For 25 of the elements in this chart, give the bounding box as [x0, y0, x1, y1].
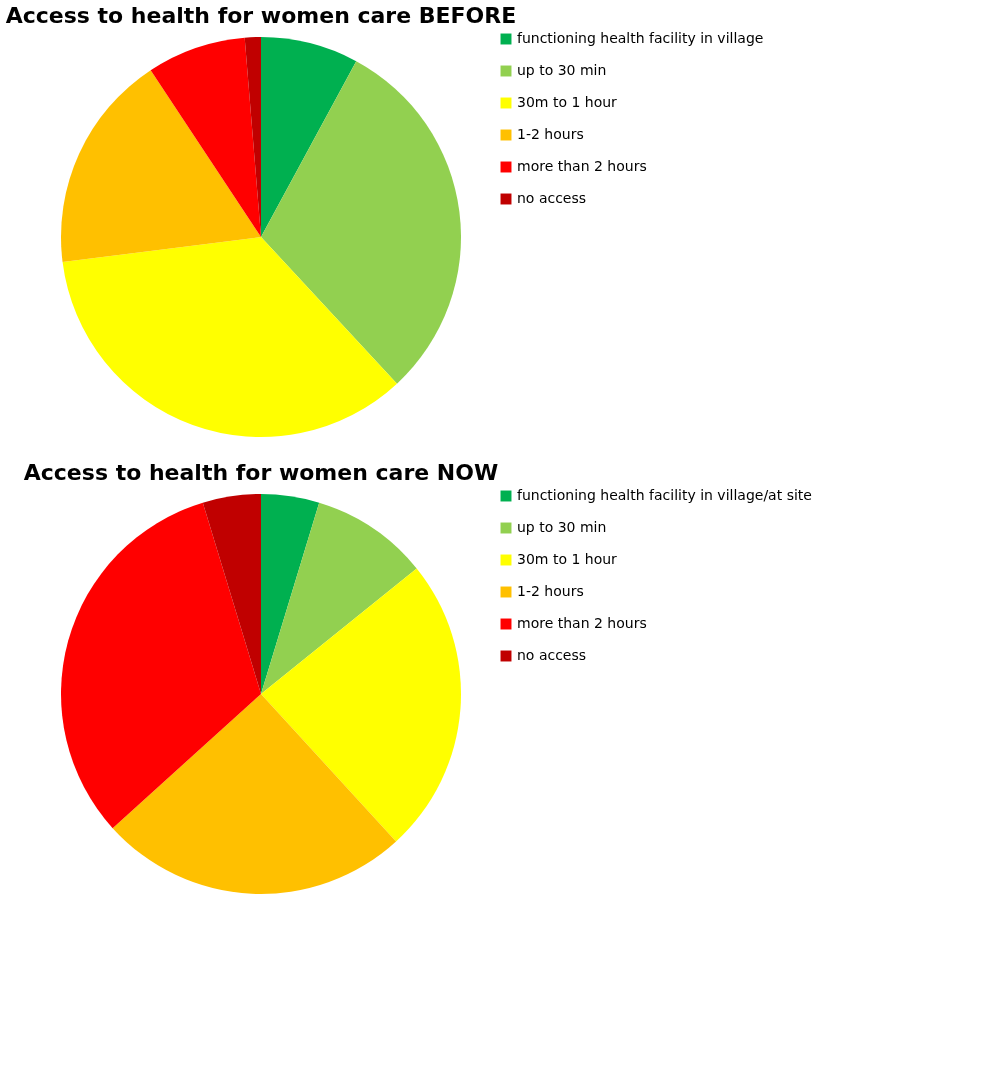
pie-slice: [261, 37, 357, 237]
legend-label: no access: [517, 190, 587, 206]
legend-label: no access: [517, 647, 587, 663]
chart-title: Access to health for women care NOW: [23, 460, 499, 485]
pie-slice: [261, 61, 461, 384]
chart-title: Access to health for women care BEFORE: [5, 3, 517, 28]
legend-label: functioning health facility in village/at site: [517, 487, 812, 503]
pie-slice: [261, 568, 461, 842]
legend-label: more than 2 hours: [517, 615, 647, 631]
legend-label: more than 2 hours: [517, 158, 647, 174]
pie-slice: [61, 502, 261, 829]
legend-label: 30m to 1 hour: [517, 94, 618, 110]
legend-label: 1-2 hours: [517, 583, 584, 599]
legend-label: 1-2 hours: [517, 126, 584, 142]
legend-label: functioning health facility in village: [517, 30, 764, 46]
pie-slice: [62, 237, 397, 437]
legend-label: up to 30 min: [517, 519, 607, 535]
legend-label: 30m to 1 hour: [517, 551, 618, 567]
pie-slice: [112, 694, 397, 894]
pie-slice: [202, 494, 261, 694]
pie-slice: [61, 70, 261, 263]
pie-slice: [261, 502, 417, 694]
legend-label: up to 30 min: [517, 62, 607, 78]
pie-slice: [261, 494, 320, 694]
pie-slice: [150, 37, 261, 237]
